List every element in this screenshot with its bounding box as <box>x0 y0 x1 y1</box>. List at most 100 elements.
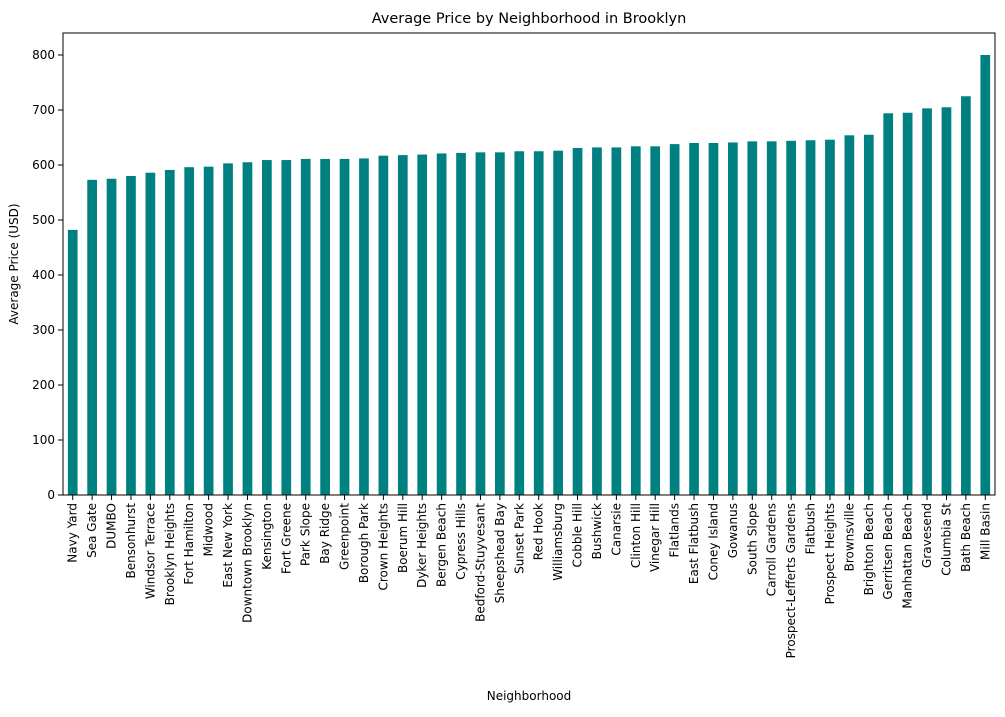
x-tick-label: Park Slope <box>299 503 313 566</box>
bar <box>611 147 622 495</box>
x-tick-label: Greenpoint <box>338 503 352 570</box>
bar <box>630 146 641 496</box>
x-tick-label: Sheepshead Bay <box>493 503 507 603</box>
chart-title: Average Price by Neighborhood in Brookly… <box>372 11 687 27</box>
bar <box>747 141 758 495</box>
bar <box>126 176 136 495</box>
x-tick-label: Bedford-Stuyvesant <box>473 503 487 622</box>
x-tick-label: Brooklyn Heights <box>163 503 177 605</box>
x-tick-label: Brighton Beach <box>862 503 876 595</box>
bar <box>728 142 738 495</box>
x-tick-label: South Slope <box>745 503 759 575</box>
x-tick-label: Dyker Heights <box>415 503 429 588</box>
x-tick-label: East Flatbush <box>687 503 701 584</box>
x-tick-label: Downtown Brooklyn <box>240 503 254 623</box>
bar <box>883 113 894 496</box>
x-tick-label: Midwood <box>202 503 216 556</box>
x-tick-label: Bath Beach <box>959 503 973 572</box>
bar <box>359 158 369 495</box>
y-tick-label: 700 <box>32 103 55 117</box>
bar <box>67 229 78 495</box>
plot-frame <box>62 32 996 496</box>
x-tick-label: Bushwick <box>590 503 604 559</box>
y-tick-label: 500 <box>32 213 55 227</box>
x-tick-label: DUMBO <box>105 503 119 549</box>
x-tick-label: Gerritsen Beach <box>881 503 895 600</box>
bar <box>87 179 97 495</box>
bar <box>863 134 874 495</box>
bar <box>320 158 330 495</box>
x-tick-label: Bensonhurst <box>124 503 138 579</box>
x-tick-label: Prospect-Lefferts Gardens <box>784 503 798 658</box>
y-tick-label: 0 <box>47 488 55 502</box>
bar <box>436 153 447 495</box>
bar <box>223 163 233 495</box>
bar <box>650 146 661 496</box>
x-axis: Navy Yard Sea Gate DUMBO Bensonhurst Windsor… <box>66 495 992 658</box>
bar <box>184 167 195 495</box>
bar <box>242 162 253 495</box>
bar <box>980 55 991 495</box>
bar <box>262 160 272 496</box>
x-tick-label: Canarsie <box>609 503 623 556</box>
bars-group <box>67 55 991 496</box>
bar <box>961 96 971 495</box>
bar <box>164 169 175 495</box>
bar <box>495 152 505 495</box>
bar <box>922 108 932 495</box>
x-tick-label: Clinton Hill <box>629 503 643 568</box>
bar <box>592 147 602 495</box>
x-tick-label: Bergen Beach <box>435 503 449 587</box>
x-tick-label: Fort Hamilton <box>182 503 196 585</box>
x-tick-label: Borough Park <box>357 503 371 583</box>
bar <box>514 151 525 495</box>
bar <box>825 139 835 495</box>
x-tick-label: Boerum Hill <box>396 503 410 573</box>
x-tick-label: Flatlands <box>668 503 682 557</box>
x-tick-label: Carroll Gardens <box>765 503 779 596</box>
x-tick-label: Fort Greene <box>279 503 293 574</box>
bar <box>300 158 311 495</box>
bar <box>106 178 117 495</box>
x-tick-label: Prospect Heights <box>823 503 837 604</box>
bar <box>533 151 544 495</box>
x-tick-label: Crown Heights <box>376 503 390 591</box>
y-tick-label: 100 <box>32 433 55 447</box>
bar <box>805 140 816 495</box>
x-tick-label: Williamsburg <box>551 503 565 581</box>
bar <box>708 143 719 495</box>
y-axis: 0 100 200 300 400 500 600 700 800 <box>32 48 63 502</box>
bar <box>417 154 428 496</box>
x-tick-label: Windsor Terrace <box>143 503 157 599</box>
x-axis-label: Neighborhood <box>487 689 572 703</box>
x-tick-label: Gowanus <box>726 503 740 558</box>
x-tick-label: Brownsville <box>842 503 856 571</box>
x-tick-label: Mill Basin <box>978 503 992 560</box>
x-tick-label: East New York <box>221 503 235 588</box>
x-tick-label: Sunset Park <box>512 503 526 574</box>
x-tick-label: Coney Island <box>706 503 720 580</box>
bar <box>203 166 214 495</box>
x-tick-label: Gravesend <box>920 503 934 568</box>
x-tick-label: Manhattan Beach <box>901 503 915 609</box>
bar <box>397 155 408 495</box>
bar <box>572 147 583 495</box>
y-tick-label: 400 <box>32 268 55 282</box>
bar <box>553 150 563 495</box>
x-tick-label: Sea Gate <box>85 503 99 558</box>
x-tick-label: Flatbush <box>804 503 818 554</box>
bar <box>339 158 350 495</box>
bar <box>669 144 680 495</box>
bar <box>145 172 156 495</box>
x-tick-label: Vinegar Hill <box>648 503 662 572</box>
bar <box>281 160 292 496</box>
bar <box>902 112 913 495</box>
bar <box>844 135 855 496</box>
bar <box>766 141 777 495</box>
bar <box>378 155 389 495</box>
x-tick-label: Columbia St <box>939 503 953 576</box>
x-tick-label: Cobble Hill <box>571 503 585 568</box>
x-tick-label: Red Hook <box>532 503 546 560</box>
